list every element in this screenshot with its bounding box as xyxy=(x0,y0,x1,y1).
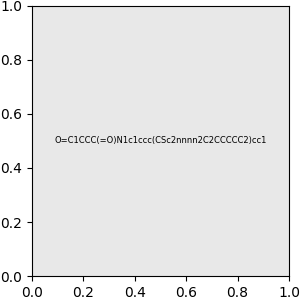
Text: O=C1CCC(=O)N1c1ccc(CSc2nnnn2C2CCCCC2)cc1: O=C1CCC(=O)N1c1ccc(CSc2nnnn2C2CCCCC2)cc1 xyxy=(54,136,266,146)
